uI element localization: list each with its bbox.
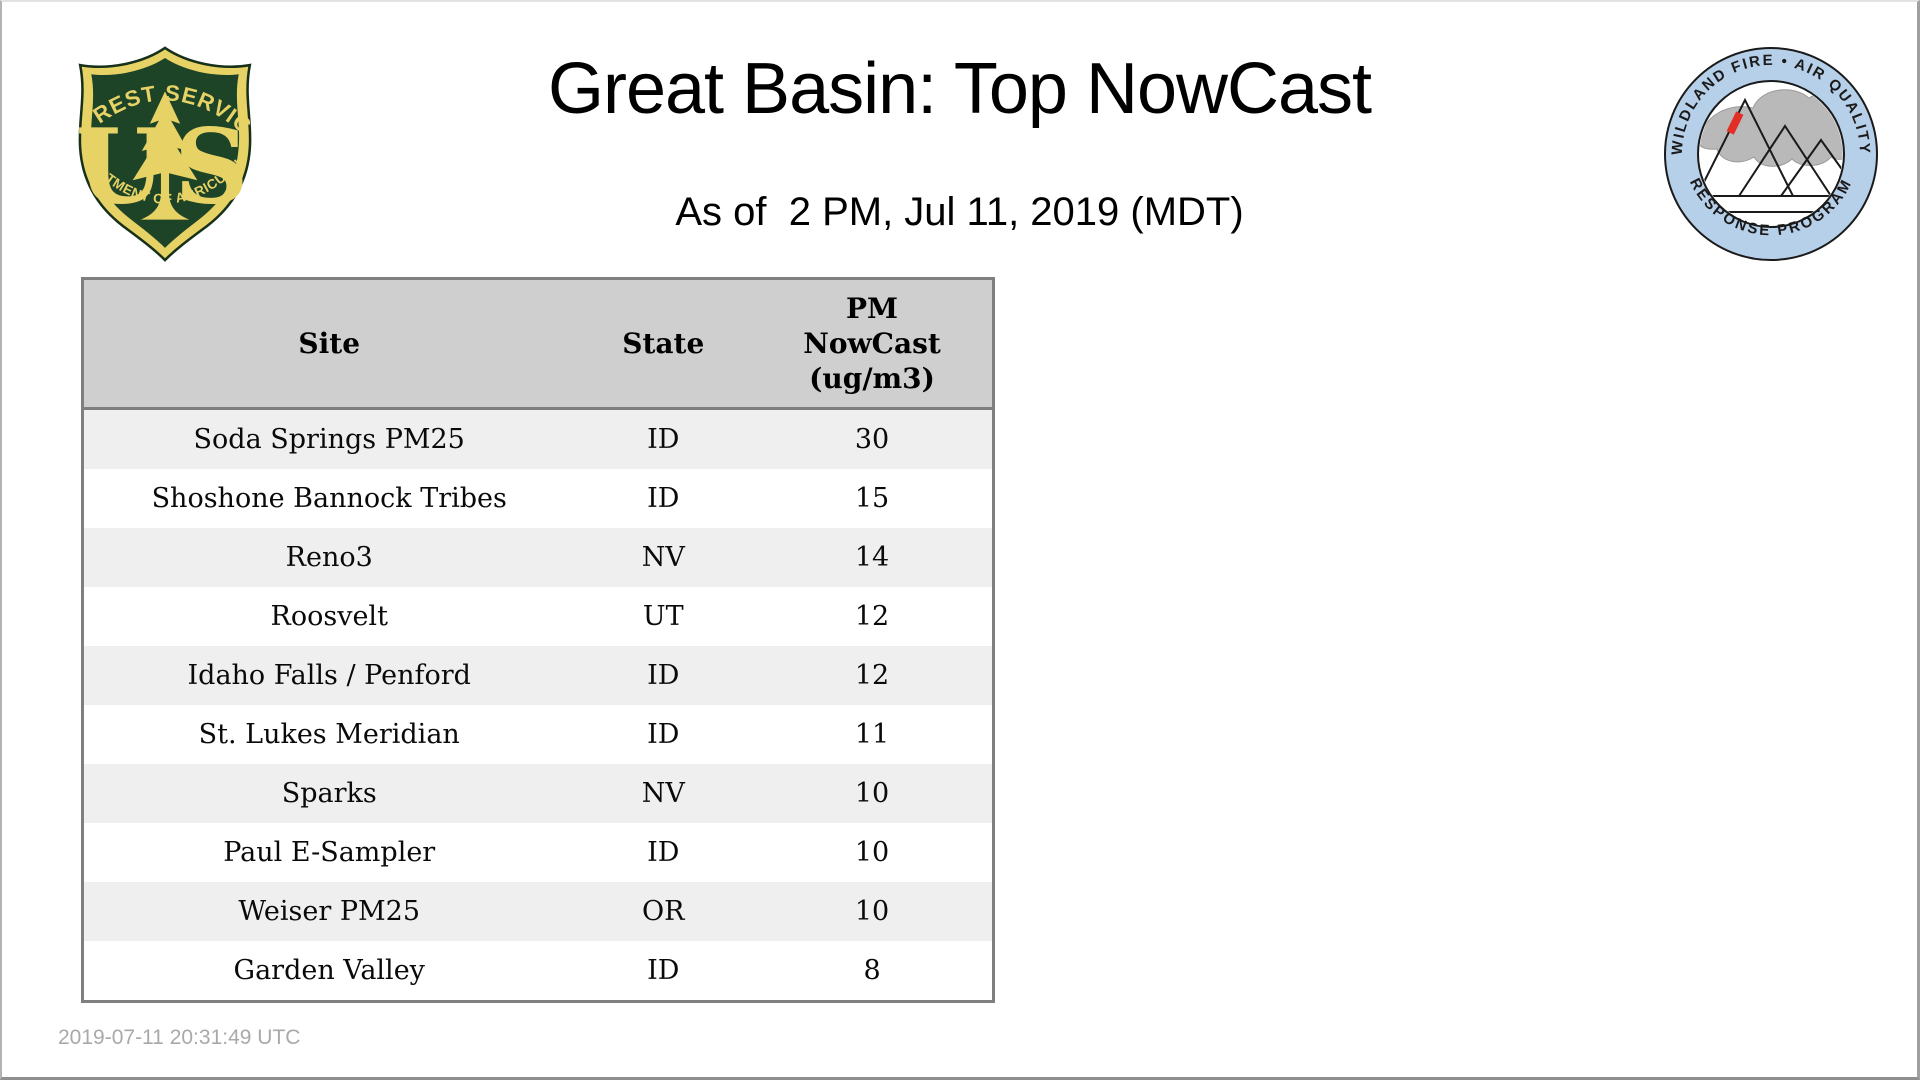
forest-service-logo: FOREST SERVICE U S DEPARTMENT OF AGRICUL… xyxy=(64,42,256,262)
site-cell: Roosvelt xyxy=(270,601,388,632)
site-cell: Reno3 xyxy=(285,542,373,573)
page-subtitle: As of 2 PM, Jul 11, 2019 (MDT) xyxy=(675,190,1244,234)
table-body: Soda Springs PM25 ID 30 Shoshone Bannock… xyxy=(82,408,994,1002)
table-row: St. Lukes Meridian ID 11 xyxy=(82,705,994,764)
page-title: Great Basin: Top NowCast xyxy=(547,49,1372,129)
state-cell: ID xyxy=(647,719,680,750)
state-cell: NV xyxy=(641,778,685,809)
wfaqrp-logo: WILDLAND FIRE • AIR QUALITY RESPONSE PRO… xyxy=(1664,47,1878,261)
site-cell: Sparks xyxy=(281,778,377,809)
table-row: Shoshone Bannock Tribes ID 15 xyxy=(82,469,994,528)
flame-mark-icon xyxy=(1726,111,1744,135)
value-cell: 14 xyxy=(854,542,890,573)
state-cell: ID xyxy=(647,660,680,691)
table-row: Weiser PM25 OR 10 xyxy=(82,882,994,941)
pine-tree-icon xyxy=(132,91,198,220)
site-cell: Idaho Falls / Penford xyxy=(187,660,471,691)
value-cell: 12 xyxy=(854,601,890,632)
state-cell: ID xyxy=(647,955,680,986)
value-cell: 8 xyxy=(863,955,881,986)
value-cell: 30 xyxy=(854,424,890,455)
column-header-state: State xyxy=(574,278,753,410)
table-row: Sparks NV 10 xyxy=(82,764,994,823)
state-cell: OR xyxy=(642,896,685,927)
column-header-site: Site xyxy=(82,278,575,410)
state-cell: ID xyxy=(647,837,680,868)
state-cell: NV xyxy=(641,542,685,573)
site-cell: Soda Springs PM25 xyxy=(193,424,465,455)
value-cell: 10 xyxy=(854,896,890,927)
site-cell: Garden Valley xyxy=(233,955,425,986)
value-cell: 10 xyxy=(854,778,890,809)
value-cell: 11 xyxy=(854,719,890,750)
state-cell: ID xyxy=(647,424,680,455)
table-row: Garden Valley ID 8 xyxy=(82,941,994,1002)
title-row: Great Basin: Top NowCast xyxy=(2,49,1917,129)
subtitle-row: As of 2 PM, Jul 11, 2019 (MDT) xyxy=(2,190,1917,234)
site-cell: Paul E-Sampler xyxy=(223,837,436,868)
state-cell: UT xyxy=(642,601,684,632)
site-cell: Weiser PM25 xyxy=(238,896,421,927)
table-row: Soda Springs PM25 ID 30 xyxy=(82,408,994,469)
table-row: Paul E-Sampler ID 10 xyxy=(82,823,994,882)
table-row: Idaho Falls / Penford ID 12 xyxy=(82,646,994,705)
column-header-pm-nowcast: PM NowCast (ug/m3) xyxy=(752,278,994,410)
value-cell: 12 xyxy=(854,660,890,691)
site-cell: St. Lukes Meridian xyxy=(198,719,460,750)
table-header: Site State PM NowCast (ug/m3) xyxy=(82,278,994,410)
footer-timestamp: 2019-07-11 20:31:49 UTC xyxy=(58,1026,301,1049)
mountains-icon xyxy=(1699,97,1843,213)
value-cell: 10 xyxy=(854,837,890,868)
state-cell: ID xyxy=(647,483,680,514)
smoke-icon xyxy=(1699,89,1843,167)
table-row: Roosvelt UT 12 xyxy=(82,587,994,646)
table-row: Reno3 NV 14 xyxy=(82,528,994,587)
value-cell: 15 xyxy=(854,483,890,514)
site-cell: Shoshone Bannock Tribes xyxy=(151,483,507,514)
nowcast-table: Site State PM NowCast (ug/m3) Soda Sprin… xyxy=(81,277,995,1003)
